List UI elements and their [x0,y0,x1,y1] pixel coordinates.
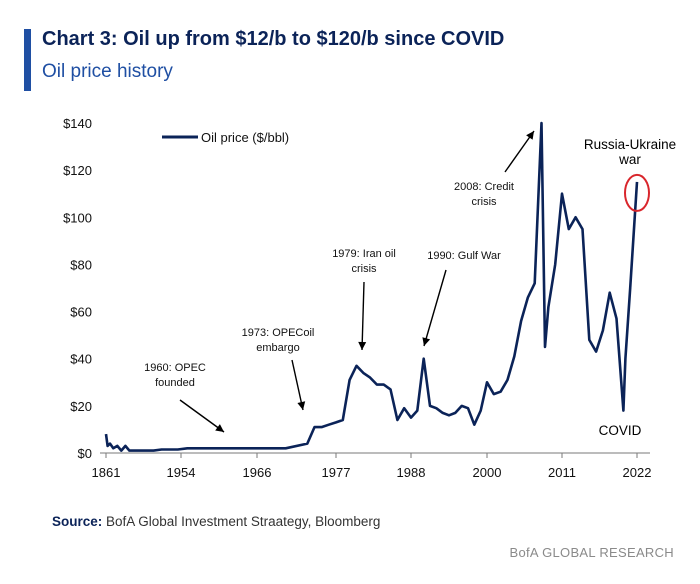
y-tick-label: $140 [63,116,92,131]
x-tick-label: 1988 [397,465,426,480]
x-tick-label: 1954 [167,465,196,480]
annotation-text: COVID [599,423,642,438]
source-note: Source: BofA Global Investment Straategy… [52,514,380,529]
source-label: Source: [52,514,103,529]
annotation-text: crisis [351,263,377,275]
annotation-text: 1979: Iran oil [332,248,396,260]
annotation-text: 2008: Credit [454,181,514,193]
series-line-oil-price [104,121,639,452]
annotation-text: Russia-Ukraine [584,137,676,152]
annotation-text: crisis [471,196,497,208]
y-tick-label: $120 [63,163,92,178]
annotation-text: founded [155,377,195,389]
annotation-opec-founded: 1960: OPEC founded [144,362,225,433]
chart-title: Chart 3: Oil up from $12/b to $120/b sin… [42,28,505,50]
arrowhead [297,401,306,410]
y-tick-label: $0 [78,446,92,461]
arrowhead [215,424,224,432]
legend-label: Oil price ($/bbl) [201,130,289,145]
annotation-text: 1990: Gulf War [427,250,501,262]
source-text: BofA Global Investment Straategy, Bloomb… [102,514,381,529]
annotation-text: 1960: OPEC [144,362,206,374]
x-tick-label: 1861 [92,465,121,480]
annotation-text: war [618,152,641,167]
annotation-arrow [504,130,535,173]
y-tick-label: $20 [70,399,92,414]
highlight-circle [624,173,650,212]
annotation-text: 1973: OPECoil [242,327,315,339]
annotation-arrow [291,359,304,411]
annotation-arrow [361,281,365,351]
y-tick-label: $80 [70,257,92,272]
annotation-gulf-war: 1990: Gulf War [422,250,501,347]
annotation-covid: COVID [599,423,642,438]
x-tick-label: 2000 [473,465,502,480]
chart-subtitle: Oil price history [42,61,173,82]
brand-label: BofA GLOBAL RESEARCH [509,545,674,560]
annotation-text: embargo [256,342,299,354]
y-tick-label: $60 [70,305,92,320]
x-tick-label: 2011 [548,465,576,480]
arrowhead [358,341,367,350]
title-accent-bar [24,29,31,91]
x-tick-label: 1977 [322,465,351,480]
arrowhead [526,131,534,140]
annotation-arrow [179,399,225,433]
x-tick-label: 2022 [623,465,652,480]
annotation-arrow [423,269,447,347]
arrowhead [422,337,431,346]
x-tick-label: 1966 [243,465,272,480]
annotation-credit-crisis: 2008: Credit crisis [454,130,535,208]
annotation-iran-oil-crisis: 1979: Iran oil crisis [332,248,396,351]
y-tick-label: $40 [70,352,92,367]
annotation-opec-embargo: 1973: OPECoil embargo [242,327,315,411]
y-tick-label: $100 [63,210,92,225]
